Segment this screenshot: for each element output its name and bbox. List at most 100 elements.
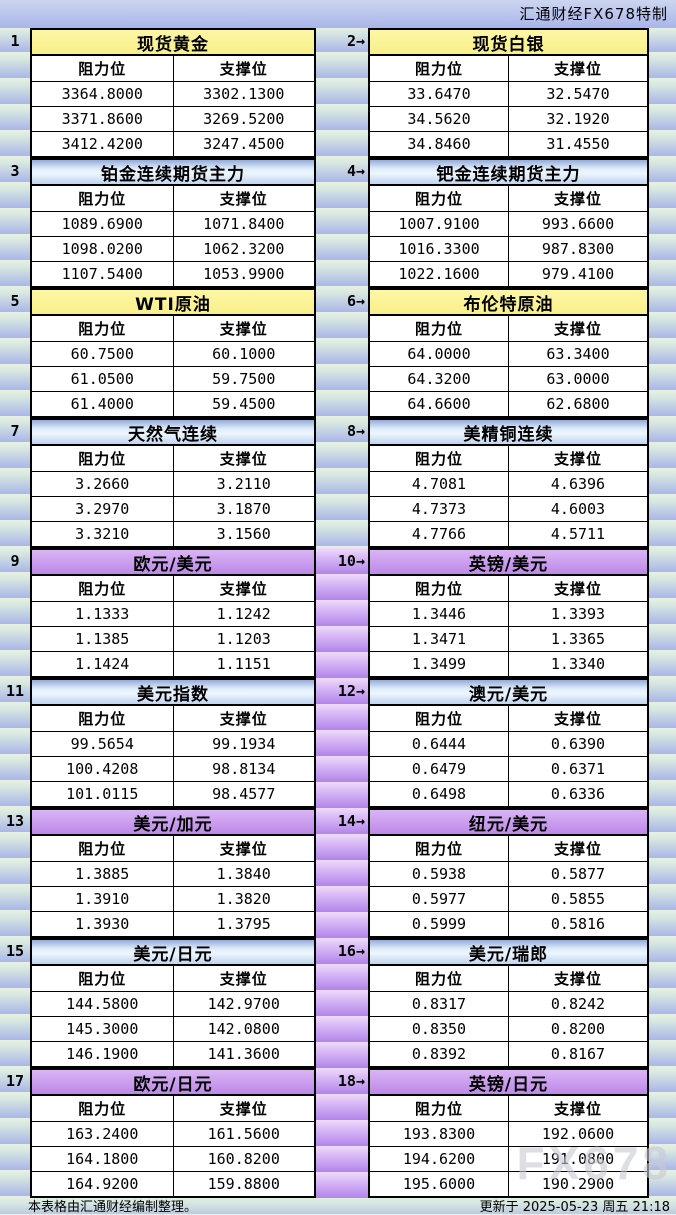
section-row: 5 WTI原油 阻力位 支撑位 60.7500 60.1000 61.0500 … — [0, 288, 676, 418]
resistance-header: 阻力位 — [78, 1100, 127, 1118]
resistance-value: 4.7766 — [370, 521, 508, 546]
quote-panel-right: 英镑/日元 阻力位 支撑位 193.8300 192.0600 194.6200… — [368, 1068, 649, 1198]
resistance-header: 阻力位 — [414, 190, 463, 208]
quote-panel-left: 现货黄金 阻力位 支撑位 3364.8000 3302.1300 3371.86… — [30, 28, 316, 158]
resistance-value: 144.5800 — [32, 991, 173, 1016]
resistance-value: 0.5977 — [370, 886, 508, 911]
resistance-header: 阻力位 — [414, 580, 463, 598]
panel-header-row: 阻力位 支撑位 — [32, 576, 314, 601]
section-row: 13 美元/加元 阻力位 支撑位 1.3885 1.3840 1.3910 1.… — [0, 808, 676, 938]
resistance-value: 3412.4200 — [32, 131, 173, 156]
support-value: 0.5877 — [508, 861, 647, 886]
quote-panel-left: WTI原油 阻力位 支撑位 60.7500 60.1000 61.0500 59… — [30, 288, 316, 418]
data-row: 64.6600 62.6800 — [370, 391, 647, 416]
data-row: 3371.8600 3269.5200 — [32, 106, 314, 131]
panel-header-row: 阻力位 支撑位 — [370, 186, 647, 211]
support-value: 32.1920 — [508, 106, 647, 131]
support-value: 59.4500 — [172, 391, 314, 416]
section-row: 7 天然气连续 阻力位 支撑位 3.2660 3.2110 3.2970 3.1… — [0, 418, 676, 548]
data-row: 60.7500 60.1000 — [32, 341, 314, 366]
support-value: 142.0800 — [172, 1016, 314, 1041]
data-row: 1.3446 1.3393 — [370, 601, 647, 626]
data-row: 1.3930 1.3795 — [32, 911, 314, 936]
support-value: 1.3795 — [172, 911, 314, 936]
right-margin — [649, 678, 676, 808]
resistance-value: 1089.6900 — [32, 211, 173, 236]
panel-header-row: 阻力位 支撑位 — [370, 56, 647, 81]
support-header: 支撑位 — [508, 186, 647, 211]
resistance-value: 1022.1600 — [370, 261, 508, 286]
support-value: 63.3400 — [508, 341, 647, 366]
resistance-value: 4.7373 — [370, 496, 508, 521]
support-value: 192.0600 — [508, 1121, 647, 1146]
data-row: 1098.0200 1062.3200 — [32, 236, 314, 261]
section-row: 17 欧元/日元 阻力位 支撑位 163.2400 161.5600 164.1… — [0, 1068, 676, 1198]
resistance-value: 163.2400 — [32, 1121, 173, 1146]
right-panel-number: 12→ — [337, 682, 365, 700]
update-time: 更新于 2025-05-23 周五 21:18 — [479, 1199, 670, 1215]
support-value: 31.4550 — [508, 131, 647, 156]
column-gap: 2→ — [316, 28, 368, 158]
left-panel-number: 7 — [10, 422, 20, 440]
data-row: 194.6200 191.0800 — [370, 1146, 647, 1171]
panel-header-row: 阻力位 支撑位 — [32, 316, 314, 341]
support-value: 3.1560 — [172, 521, 314, 546]
support-value: 0.5816 — [508, 911, 647, 936]
resistance-value: 0.6479 — [370, 756, 508, 781]
support-header: 支撑位 — [508, 1096, 647, 1121]
panel-title: 欧元/日元 — [32, 1070, 314, 1096]
resistance-header: 阻力位 — [414, 450, 463, 468]
quote-panel-right: 布伦特原油 阻力位 支撑位 64.0000 63.3400 64.3200 63… — [368, 288, 649, 418]
resistance-value: 60.7500 — [32, 341, 173, 366]
panel-header-row: 阻力位 支撑位 — [370, 446, 647, 471]
right-margin — [649, 288, 676, 418]
panel-title: 英镑/美元 — [370, 550, 647, 576]
panel-header-row: 阻力位 支撑位 — [370, 576, 647, 601]
data-row: 144.5800 142.9700 — [32, 991, 314, 1016]
panel-header-row: 阻力位 支撑位 — [370, 316, 647, 341]
resistance-value: 1.3910 — [32, 886, 173, 911]
panel-title: 钯金连续期货主力 — [370, 160, 647, 186]
support-value: 59.7500 — [172, 366, 314, 391]
panel-header-row: 阻力位 支撑位 — [32, 186, 314, 211]
support-header: 支撑位 — [172, 836, 315, 861]
resistance-value: 3364.8000 — [32, 81, 173, 106]
panel-header-row: 阻力位 支撑位 — [32, 966, 314, 991]
panel-header-row: 阻力位 支撑位 — [32, 56, 314, 81]
panel-header-row: 阻力位 支撑位 — [370, 706, 647, 731]
left-panel-number: 13 — [5, 812, 25, 830]
support-value: 1071.8400 — [172, 211, 314, 236]
support-value: 1.3393 — [508, 601, 647, 626]
sections-container: 1 现货黄金 阻力位 支撑位 3364.8000 3302.1300 3371.… — [0, 28, 676, 1198]
support-value: 1.3840 — [172, 861, 314, 886]
resistance-header: 阻力位 — [414, 970, 463, 988]
support-header: 支撑位 — [508, 56, 647, 81]
support-value: 0.6390 — [508, 731, 647, 756]
panel-header-row: 阻力位 支撑位 — [32, 836, 314, 861]
column-gap: 6→ — [316, 288, 368, 418]
support-value: 993.6600 — [508, 211, 647, 236]
support-value: 1.3820 — [172, 886, 314, 911]
right-panel-number: 16→ — [337, 942, 365, 960]
resistance-value: 0.5938 — [370, 861, 508, 886]
resistance-value: 1.3930 — [32, 911, 173, 936]
quote-panel-left: 铂金连续期货主力 阻力位 支撑位 1089.6900 1071.8400 109… — [30, 158, 316, 288]
resistance-value: 61.0500 — [32, 366, 173, 391]
resistance-value: 1.3471 — [370, 626, 508, 651]
data-row: 34.5620 32.1920 — [370, 106, 647, 131]
data-row: 193.8300 192.0600 — [370, 1121, 647, 1146]
data-row: 34.8460 31.4550 — [370, 131, 647, 156]
quote-panel-left: 美元指数 阻力位 支撑位 99.5654 99.1934 100.4208 98… — [30, 678, 316, 808]
data-row: 4.7081 4.6396 — [370, 471, 647, 496]
panel-header-row: 阻力位 支撑位 — [32, 446, 314, 471]
quote-panel-left: 美元/日元 阻力位 支撑位 144.5800 142.9700 145.3000… — [30, 938, 316, 1068]
resistance-value: 145.3000 — [32, 1016, 173, 1041]
data-row: 0.6444 0.6390 — [370, 731, 647, 756]
support-value: 1.3340 — [508, 651, 647, 676]
data-row: 0.8317 0.8242 — [370, 991, 647, 1016]
support-value: 0.6371 — [508, 756, 647, 781]
data-row: 146.1900 141.3600 — [32, 1041, 314, 1066]
resistance-value: 4.7081 — [370, 471, 508, 496]
resistance-value: 64.0000 — [370, 341, 508, 366]
section-row: 9 欧元/美元 阻力位 支撑位 1.1333 1.1242 1.1385 1.1… — [0, 548, 676, 678]
